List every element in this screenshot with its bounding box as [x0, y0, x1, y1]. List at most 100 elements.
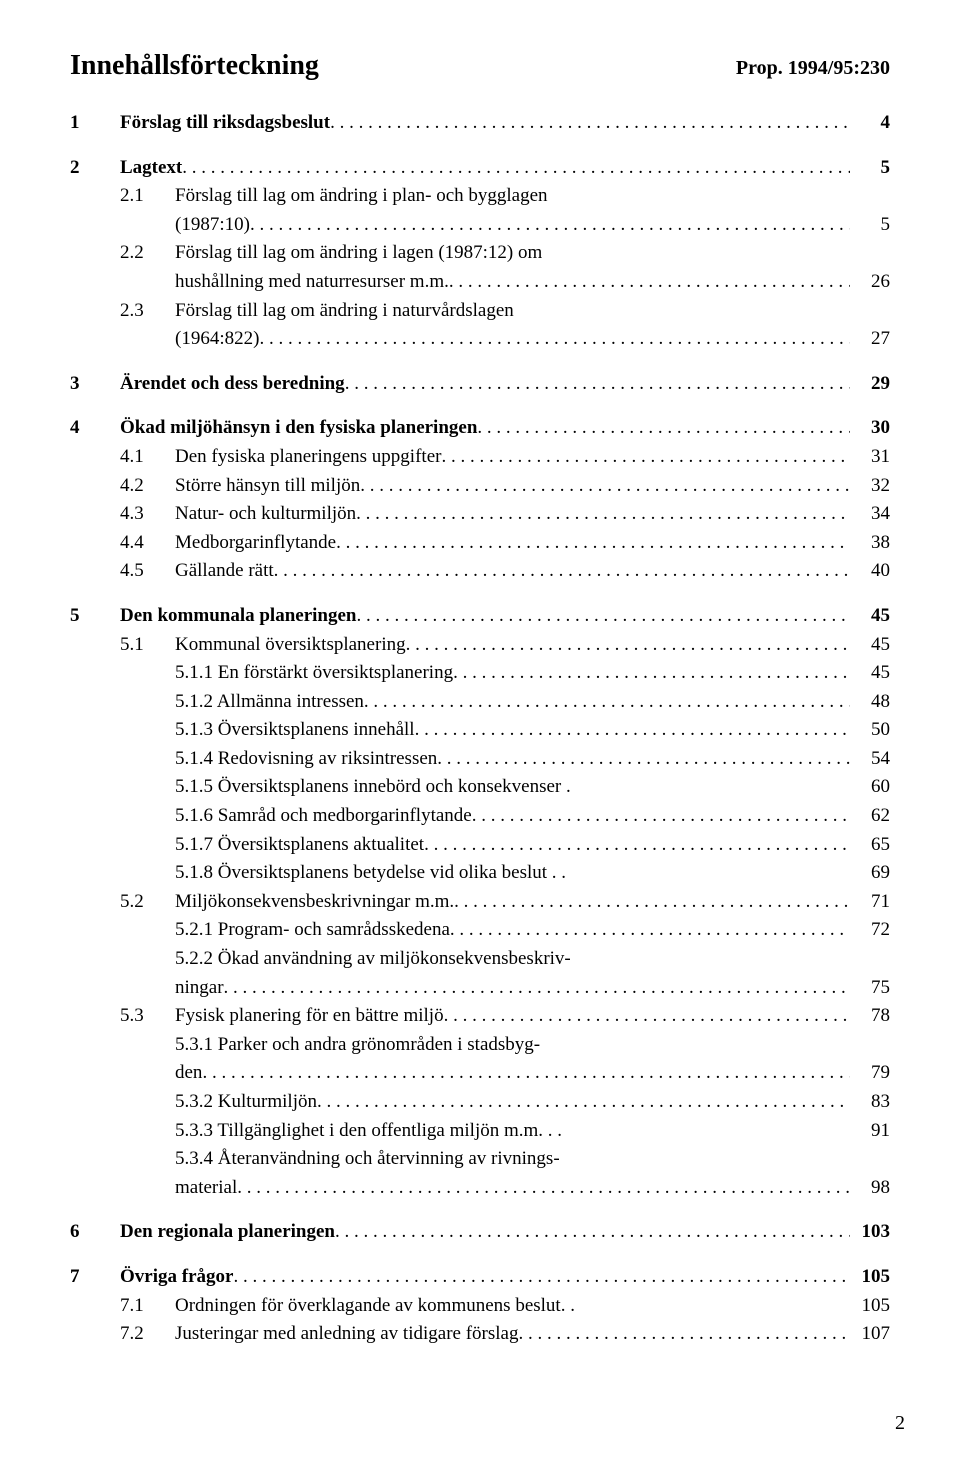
toc-page-number: 107	[850, 1321, 890, 1348]
toc-label: 5.1.5 Översiktsplanens innebörd och kons…	[175, 774, 571, 801]
toc-page-number: 29	[850, 371, 890, 398]
toc-entry: 5.1.1 En förstärkt översiktsplanering . …	[70, 660, 890, 687]
toc-label: 5.3.3 Tillgänglighet i den offentliga mi…	[175, 1118, 562, 1145]
toc-label: Övriga frågor	[120, 1264, 233, 1291]
toc-number: 7	[70, 1264, 120, 1291]
toc-number: 2.3	[120, 298, 175, 325]
toc-label: Förslag till lag om ändring i naturvårds…	[175, 298, 514, 325]
toc-entry: 4.2Större hänsyn till miljön . . . . . .…	[70, 473, 890, 500]
toc-leader-dots: . . . . . . . . . . . . . . . . . . . . …	[444, 1003, 850, 1030]
toc-label: Gällande rätt	[175, 558, 274, 585]
toc-label: 5.1.2 Allmänna intressen	[175, 689, 364, 716]
toc-page-number: 72	[850, 917, 890, 944]
toc-page-number: 48	[850, 689, 890, 716]
toc-label: Den regionala planeringen	[120, 1219, 335, 1246]
toc-number: 2.1	[120, 183, 175, 210]
toc-leader-dots: . . . . . . . . . . . . . . . . . . . . …	[518, 1321, 850, 1348]
toc-leader-dots: . . . . . . . . . . . . . . . . . . . . …	[454, 889, 850, 916]
toc-label: 5.1.6 Samråd och medborgarinflytande	[175, 803, 472, 830]
toc-label: Fysisk planering för en bättre miljö	[175, 1003, 444, 1030]
toc-leader-dots: . . . . . . . . . . . . . . . . . . . . …	[336, 530, 850, 557]
toc-page-number: 83	[850, 1089, 890, 1116]
toc-leader-dots: . . . . . . . . . . . . . . . . . . . . …	[345, 371, 850, 398]
toc-label: Den kommunala planeringen	[120, 603, 356, 630]
toc-number: 4.5	[120, 558, 175, 585]
toc-page-number: 75	[850, 975, 890, 1002]
toc-number: 1	[70, 110, 120, 137]
toc-leader-dots: . . . . . . . . . . . . . . . . . . . . …	[233, 1264, 850, 1291]
toc-label: Miljökonsekvensbeskrivningar m.m.	[175, 889, 454, 916]
toc-page-number: 30	[850, 415, 890, 442]
toc-number: 2.2	[120, 240, 175, 267]
toc-label: 5.1.7 Översiktsplanens aktualitet	[175, 832, 424, 859]
toc-label: 5.3.1 Parker och andra grönområden i sta…	[175, 1032, 540, 1059]
toc-leader-dots: . . . . . . . . . . . . . . . . . . . . …	[182, 155, 850, 182]
toc-number: 3	[70, 371, 120, 398]
toc-leader-dots: . . . . . . . . . . . . . . . . . . . . …	[202, 1060, 850, 1087]
toc-page-number: 79	[850, 1060, 890, 1087]
toc-label: 5.3.4 Återanvändning och återvinning av …	[175, 1146, 560, 1173]
toc-label: Förslag till riksdagsbeslut	[120, 110, 330, 137]
toc-page-number: 45	[850, 632, 890, 659]
toc-label: Justeringar med anledning av tidigare fö…	[175, 1321, 518, 1348]
toc-label-cont: den	[175, 1060, 202, 1087]
toc-entry: 5.1.2 Allmänna intressen . . . . . . . .…	[70, 689, 890, 716]
toc-number: 4.2	[120, 473, 175, 500]
toc-label: Större hänsyn till miljön	[175, 473, 360, 500]
prop-number: Prop. 1994/95:230	[736, 57, 890, 80]
toc-label-cont: ningar	[175, 975, 224, 1002]
toc-page-number: 5	[850, 155, 890, 182]
toc-leader-dots: . . . . . . . . . . . . . . . . . . . . …	[437, 746, 850, 773]
toc-page-number: 98	[850, 1175, 890, 1202]
toc-label: Lagtext	[120, 155, 182, 182]
toc-number: 5	[70, 603, 120, 630]
toc-entry: 5.1.7 Översiktsplanens aktualitet . . . …	[70, 832, 890, 859]
toc-leader-dots: . . . . . . . . . . . . . . . . . . . . …	[250, 212, 850, 239]
toc-leader-dots: . . . . . . . . . . . . . . . . . . . . …	[360, 473, 850, 500]
toc-leader-dots: . . . . . . . . . . . . . . . . . . . . …	[449, 269, 850, 296]
toc-entry: 5.1.3 Översiktsplanens innehåll . . . . …	[70, 717, 890, 744]
toc-entry: 4.5Gällande rätt . . . . . . . . . . . .…	[70, 558, 890, 585]
toc-leader-dots: . . . . . . . . . . . . . . . . . . . . …	[335, 1219, 850, 1246]
toc-leader-dots: . . . . . . . . . . . . . . . . . . . . …	[259, 326, 850, 353]
toc-page-number: 69	[850, 860, 890, 887]
toc-leader-dots: . . . . . . . . . . . . . . . . . . . . …	[472, 803, 850, 830]
footer-page-number: 2	[895, 1412, 905, 1435]
toc-label-cont: hushållning med naturresurser m.m.	[175, 269, 449, 296]
toc-label: 5.1.1 En förstärkt översiktsplanering	[175, 660, 453, 687]
toc-entry: 4.1Den fysiska planeringens uppgifter . …	[70, 444, 890, 471]
toc-entry: 2.1Förslag till lag om ändring i plan- o…	[70, 183, 890, 238]
toc-entry: 4Ökad miljöhänsyn i den fysiska planerin…	[70, 415, 890, 442]
toc-entry: 6Den regionala planeringen . . . . . . .…	[70, 1219, 890, 1246]
toc-label: 5.2.2 Ökad användning av miljökonsekvens…	[175, 946, 571, 973]
toc-leader-dots: . . . . . . . . . . . . . . . . . . . . …	[415, 717, 850, 744]
toc-number: 4.4	[120, 530, 175, 557]
toc-entry: 7Övriga frågor . . . . . . . . . . . . .…	[70, 1264, 890, 1291]
toc-page-number: 26	[850, 269, 890, 296]
toc-page-number: 91	[850, 1118, 890, 1145]
toc-page-number: 27	[850, 326, 890, 353]
toc-page-number: 5	[850, 212, 890, 239]
toc-label: Medborgarinflytande	[175, 530, 336, 557]
toc-entry: 1Förslag till riksdagsbeslut . . . . . .…	[70, 110, 890, 137]
toc-entry: 5.3.2 Kulturmiljön . . . . . . . . . . .…	[70, 1089, 890, 1116]
toc-label-cont: material	[175, 1175, 237, 1202]
toc-label: Kommunal översiktsplanering	[175, 632, 406, 659]
toc-leader-dots: . . . . . . . . . . . . . . . . . . . . …	[356, 603, 850, 630]
toc-leader-dots: . . . . . . . . . . . . . . . . . . . . …	[274, 558, 850, 585]
toc-leader-dots: . . . . . . . . . . . . . . . . . . . . …	[453, 660, 850, 687]
toc-entry: 5.3.4 Återanvändning och återvinning av …	[70, 1146, 890, 1201]
toc-label: Ärendet och dess beredning	[120, 371, 345, 398]
toc-entry: 5Den kommunala planeringen . . . . . . .…	[70, 603, 890, 630]
toc-leader-dots: . . . . . . . . . . . . . . . . . . . . …	[356, 501, 850, 528]
toc-number: 7.2	[120, 1321, 175, 1348]
toc-page-number: 65	[850, 832, 890, 859]
toc-leader-dots: . . . . . . . . . . . . . . . . . . . . …	[237, 1175, 850, 1202]
toc-label: Natur- och kulturmiljön	[175, 501, 356, 528]
toc-page-number: 40	[850, 558, 890, 585]
toc-number: 2	[70, 155, 120, 182]
toc-entry: 2.2Förslag till lag om ändring i lagen (…	[70, 240, 890, 295]
toc-label: 5.1.4 Redovisning av riksintressen	[175, 746, 437, 773]
toc-number: 5.1	[120, 632, 175, 659]
toc-page-number: 34	[850, 501, 890, 528]
